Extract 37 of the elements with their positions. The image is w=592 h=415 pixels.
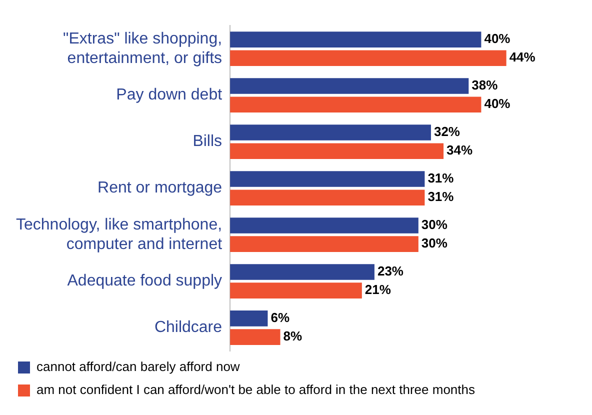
- data-label: 30%: [421, 236, 448, 251]
- y-tick-label: Technology, like smartphone, computer and internet: [16, 216, 223, 253]
- bar: [230, 32, 482, 48]
- y-tick-label: Childcare: [154, 319, 222, 336]
- data-label: 30%: [421, 217, 448, 232]
- legend-label: am not confident I can afford/won't be able to afford in the next three months: [36, 382, 476, 398]
- bar: [230, 143, 444, 160]
- y-tick-label: Bills: [192, 133, 222, 150]
- data-label: 38%: [472, 78, 498, 93]
- bar: [230, 329, 280, 345]
- data-label: 31%: [428, 189, 454, 204]
- y-tick-label: Pay down debt: [116, 86, 223, 104]
- data-label: 8%: [283, 328, 303, 344]
- data-label: 40%: [484, 31, 511, 46]
- bar: [230, 96, 482, 113]
- bar: [230, 190, 425, 206]
- data-label: 31%: [428, 170, 454, 186]
- bar: [230, 310, 268, 326]
- data-label: 6%: [270, 310, 290, 326]
- data-label: 40%: [484, 96, 511, 112]
- bar: [230, 264, 374, 280]
- data-label: 32%: [434, 124, 460, 140]
- data-label: 21%: [364, 282, 392, 298]
- bar: [230, 171, 425, 187]
- bar: [230, 236, 418, 252]
- y-tick-label: Adequate food supply: [67, 272, 222, 290]
- bar: [230, 78, 469, 94]
- bar: [230, 282, 362, 298]
- legend-label: cannot afford/can barely afford now: [36, 359, 240, 374]
- bar: [230, 218, 418, 234]
- bar: [230, 50, 506, 66]
- bar: [230, 124, 431, 140]
- data-label: 44%: [509, 50, 536, 65]
- y-tick-label: "Extras" like shopping, entertainment, or gifts: [63, 30, 222, 67]
- data-label: 23%: [377, 264, 404, 279]
- y-tick-label: Rent or mortgage: [98, 180, 222, 197]
- data-label: 34%: [446, 142, 473, 158]
